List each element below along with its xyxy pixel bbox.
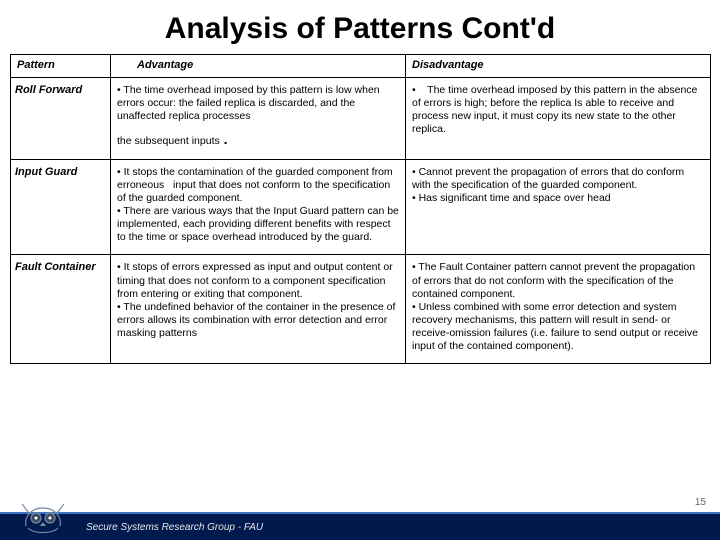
advantage-text-2: the subsequent inputs . [117, 131, 399, 149]
period: . [220, 131, 228, 147]
advantage-cell: • The time overhead imposed by this patt… [111, 77, 406, 159]
header-pattern: Pattern [11, 55, 111, 78]
advantage-text: • The time overhead imposed by this patt… [117, 84, 399, 123]
advantage-cell: • It stops the contamination of the guar… [111, 159, 406, 255]
footer-text: Secure Systems Research Group - FAU [86, 522, 263, 533]
advantage-cell: • It stops of errors expressed as input … [111, 255, 406, 364]
table-row: Roll Forward • The time overhead imposed… [11, 77, 711, 159]
patterns-table: Pattern Advantage Disadvantage Roll Forw… [10, 54, 711, 364]
table-header-row: Pattern Advantage Disadvantage [11, 55, 711, 78]
disadvantage-cell: • Cannot prevent the propagation of erro… [406, 159, 711, 255]
slide: Analysis of Patterns Cont'd Pattern Adva… [0, 0, 720, 540]
header-disadvantage: Disadvantage [406, 55, 711, 78]
page-number: 15 [695, 497, 706, 508]
footer-bar: Secure Systems Research Group - FAU [0, 512, 720, 540]
table-container: Pattern Advantage Disadvantage Roll Forw… [0, 54, 720, 540]
pattern-name: Input Guard [11, 159, 111, 255]
pattern-name: Fault Container [11, 255, 111, 364]
table-row: Input Guard • It stops the contamination… [11, 159, 711, 255]
disadvantage-cell: • The time overhead imposed by this patt… [406, 77, 711, 159]
header-advantage: Advantage [111, 55, 406, 78]
slide-title: Analysis of Patterns Cont'd [0, 0, 720, 54]
pattern-name: Roll Forward [11, 77, 111, 159]
disadvantage-cell: • The Fault Container pattern cannot pre… [406, 255, 711, 364]
owl-logo-icon [20, 502, 66, 536]
table-row: Fault Container • It stops of errors exp… [11, 255, 711, 364]
